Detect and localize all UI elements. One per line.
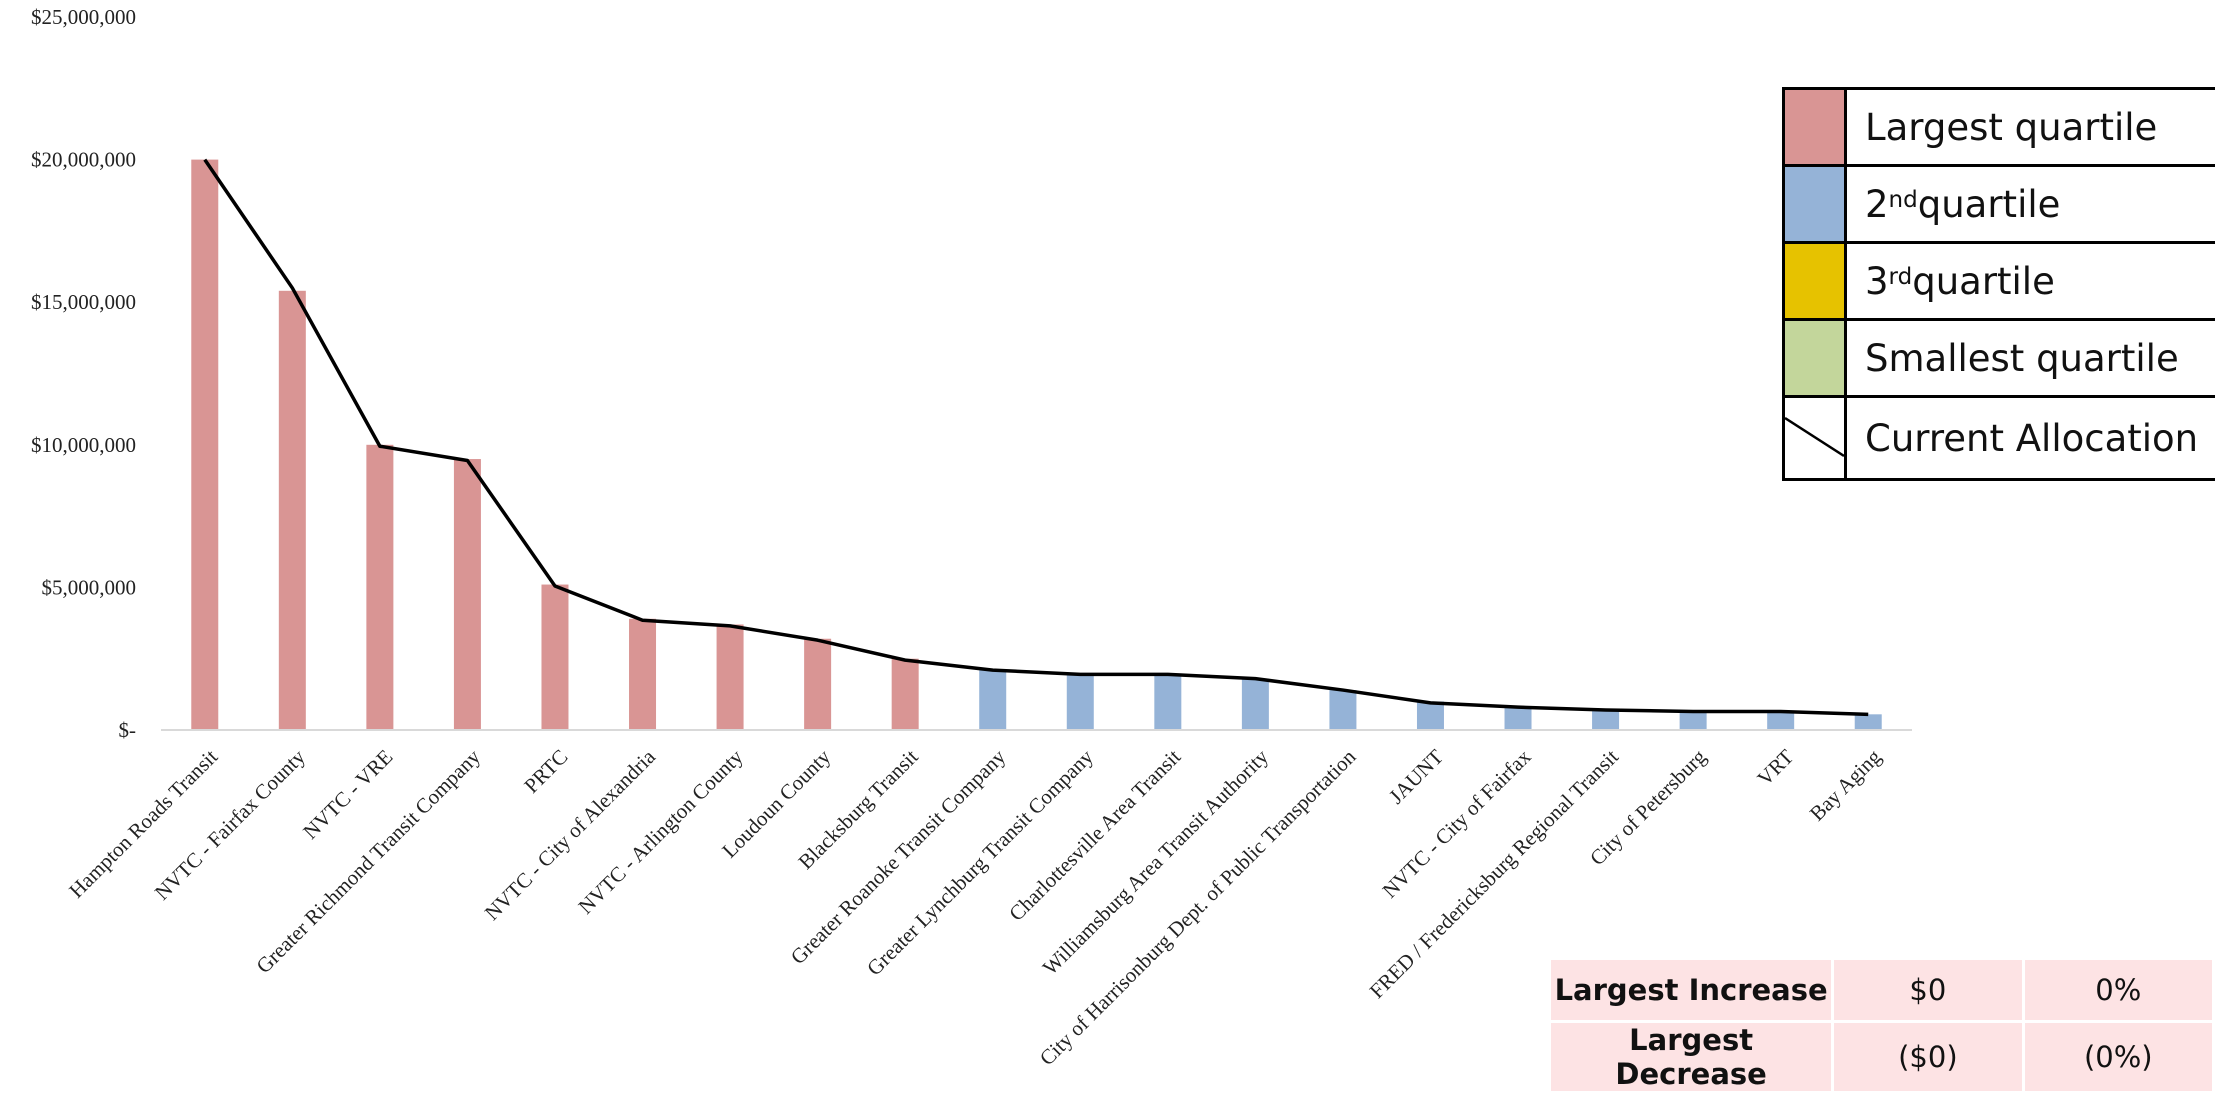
legend-item-smallest-quartile: Smallest quartile bbox=[1785, 321, 2215, 398]
x-tick-label: VRT bbox=[1752, 744, 1798, 790]
bar bbox=[1767, 711, 1795, 730]
bar bbox=[629, 618, 657, 730]
legend-label-largest: Largest quartile bbox=[1865, 105, 2158, 149]
bar bbox=[191, 159, 219, 731]
bar bbox=[716, 624, 744, 730]
bar bbox=[453, 459, 481, 730]
bar bbox=[1592, 708, 1620, 730]
legend-swatch-line bbox=[1785, 398, 1847, 478]
diagonal-line-icon bbox=[1785, 416, 1844, 458]
y-tick-label: $25,000,000 bbox=[31, 5, 136, 29]
bar bbox=[1066, 672, 1094, 730]
legend-swatch-largest bbox=[1785, 90, 1847, 164]
bar bbox=[804, 638, 832, 730]
legend-sup-3rd: rd bbox=[1888, 264, 1913, 290]
legend-item-current-allocation: Current Allocation bbox=[1785, 398, 2215, 481]
bar bbox=[278, 290, 306, 730]
bars bbox=[191, 159, 1882, 731]
legend-item-largest-quartile: Largest quartile bbox=[1785, 90, 2215, 167]
x-tick-label: Charlottesville Area Transit bbox=[1004, 744, 1185, 925]
x-tick-label: NVTC - Fairfax County bbox=[150, 744, 310, 904]
legend-rest-3rd: quartile bbox=[1912, 259, 2055, 303]
legend-label-current-allocation: Current Allocation bbox=[1865, 416, 2199, 460]
bar bbox=[1241, 678, 1269, 730]
summary-row-decrease: Largest Decrease ($0) (0%) bbox=[1551, 1023, 2212, 1091]
bar bbox=[1416, 701, 1444, 730]
x-tick-label: Hampton Roads Transit bbox=[64, 744, 222, 902]
legend-label-3rd: 3 bbox=[1865, 259, 1889, 303]
largest-decrease-label: Largest Decrease bbox=[1551, 1023, 1832, 1091]
bar bbox=[1329, 690, 1357, 730]
legend-swatch-2nd bbox=[1785, 167, 1847, 241]
largest-increase-label: Largest Increase bbox=[1551, 960, 1832, 1020]
bar bbox=[891, 658, 919, 730]
summary-row-increase: Largest Increase $0 0% bbox=[1551, 960, 2212, 1020]
x-tick-label: Bay Aging bbox=[1805, 744, 1886, 825]
bar bbox=[1854, 714, 1882, 730]
legend-label-smallest: Smallest quartile bbox=[1865, 336, 2179, 380]
y-tick-label: $20,000,000 bbox=[31, 148, 136, 172]
bar bbox=[979, 670, 1007, 730]
y-tick-label: $- bbox=[119, 718, 137, 742]
y-tick-label: $10,000,000 bbox=[31, 433, 136, 457]
x-tick-label: JAUNT bbox=[1384, 744, 1448, 808]
bar bbox=[366, 444, 394, 730]
y-tick-label: $5,000,000 bbox=[42, 575, 137, 599]
x-tick-label: NVTC - City of Fairfax bbox=[1378, 744, 1536, 902]
largest-decrease-percent: (0%) bbox=[2024, 1023, 2212, 1091]
legend-swatch-3rd bbox=[1785, 244, 1847, 318]
current-allocation-line bbox=[203, 158, 1869, 717]
largest-increase-percent: 0% bbox=[2024, 960, 2212, 1020]
legend-label-2nd: 2 bbox=[1865, 182, 1889, 226]
bar bbox=[1504, 706, 1532, 730]
legend-rest-2nd: quartile bbox=[1917, 182, 2061, 226]
bar bbox=[1154, 674, 1182, 730]
y-tick-label: $15,000,000 bbox=[31, 290, 136, 314]
summary-table: Largest Increase $0 0% Largest Decrease … bbox=[1548, 957, 2215, 1094]
bar bbox=[541, 584, 569, 730]
x-tick-label: City of Harrisonburg Dept. of Public Tra… bbox=[1035, 744, 1361, 1070]
largest-increase-amount: $0 bbox=[1834, 960, 2022, 1020]
x-tick-label: NVTC - Arlington County bbox=[573, 744, 747, 918]
largest-decrease-amount: ($0) bbox=[1834, 1023, 2022, 1091]
bar bbox=[1679, 711, 1707, 730]
x-tick-label: NVTC - City of Alexandria bbox=[480, 744, 661, 925]
y-axis: $- $5,000,000 $10,000,000 $15,000,000 $20,00… bbox=[31, 5, 136, 742]
legend-sup-2nd: nd bbox=[1888, 187, 1918, 213]
legend-swatch-smallest bbox=[1785, 321, 1847, 395]
x-tick-label: PRTC bbox=[519, 745, 572, 798]
